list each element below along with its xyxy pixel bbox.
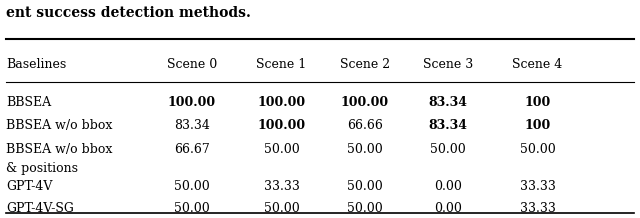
Text: 33.33: 33.33 bbox=[520, 202, 556, 215]
Text: 50.00: 50.00 bbox=[347, 143, 383, 156]
Text: Scene 4: Scene 4 bbox=[513, 58, 563, 71]
Text: Baselines: Baselines bbox=[6, 58, 67, 71]
Text: Scene 1: Scene 1 bbox=[257, 58, 307, 71]
Text: 100.00: 100.00 bbox=[340, 96, 389, 109]
Text: 50.00: 50.00 bbox=[347, 202, 383, 215]
Text: & positions: & positions bbox=[6, 162, 79, 175]
Text: GPT-4V-SG: GPT-4V-SG bbox=[6, 202, 74, 215]
Text: 50.00: 50.00 bbox=[264, 202, 300, 215]
Text: 100.00: 100.00 bbox=[257, 119, 306, 132]
Text: Scene 0: Scene 0 bbox=[167, 58, 217, 71]
Text: 0.00: 0.00 bbox=[434, 202, 462, 215]
Text: ent success detection methods.: ent success detection methods. bbox=[6, 7, 252, 20]
Text: 66.67: 66.67 bbox=[174, 143, 210, 156]
Text: 100.00: 100.00 bbox=[168, 96, 216, 109]
Text: BBSEA: BBSEA bbox=[6, 96, 52, 109]
Text: BBSEA w/o bbox: BBSEA w/o bbox bbox=[6, 143, 113, 156]
Text: 83.34: 83.34 bbox=[429, 119, 467, 132]
Text: 50.00: 50.00 bbox=[430, 143, 466, 156]
Text: BBSEA w/o bbox: BBSEA w/o bbox bbox=[6, 119, 113, 132]
Text: 50.00: 50.00 bbox=[174, 180, 210, 192]
Text: 33.33: 33.33 bbox=[520, 180, 556, 192]
Text: 33.33: 33.33 bbox=[264, 180, 300, 192]
Text: 83.34: 83.34 bbox=[429, 96, 467, 109]
Text: 50.00: 50.00 bbox=[264, 143, 300, 156]
Text: 50.00: 50.00 bbox=[174, 202, 210, 215]
Text: 100.00: 100.00 bbox=[257, 96, 306, 109]
Text: GPT-4V: GPT-4V bbox=[6, 180, 52, 192]
Text: 100: 100 bbox=[524, 96, 551, 109]
Text: 50.00: 50.00 bbox=[520, 143, 556, 156]
Text: 66.66: 66.66 bbox=[347, 119, 383, 132]
Text: Scene 3: Scene 3 bbox=[423, 58, 473, 71]
Text: 83.34: 83.34 bbox=[174, 119, 210, 132]
Text: 50.00: 50.00 bbox=[347, 180, 383, 192]
Text: Scene 2: Scene 2 bbox=[340, 58, 390, 71]
Text: 0.00: 0.00 bbox=[434, 180, 462, 192]
Text: 100: 100 bbox=[524, 119, 551, 132]
